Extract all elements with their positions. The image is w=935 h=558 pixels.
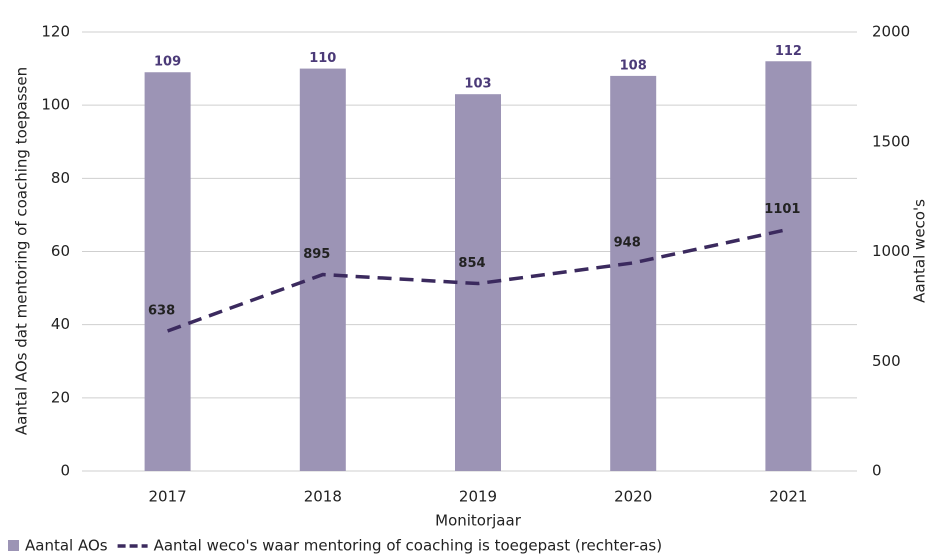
bar-value-label: 110 [309, 51, 336, 66]
bar-value-label: 112 [775, 44, 802, 59]
bar [610, 75, 657, 472]
bar-value-label: 109 [154, 55, 181, 70]
line-value-label: 1101 [764, 202, 800, 217]
legend-label: Aantal AOs [25, 537, 108, 555]
line [167, 227, 789, 333]
x-tick-label: 2020 [614, 488, 652, 506]
y2-axis-title: Aantal weco's [911, 199, 929, 303]
legend-label: Aantal weco's waar mentoring of coaching… [154, 537, 663, 555]
legend-swatch [8, 540, 19, 551]
y2-tick-label: 0 [872, 462, 882, 480]
y2-tick-label: 2000 [872, 23, 910, 41]
x-tick-label: 2021 [769, 488, 807, 506]
line-value-label: 638 [148, 303, 175, 318]
y-tick-label: 80 [51, 169, 70, 187]
y-tick-label: 40 [51, 315, 70, 333]
y-tick-label: 0 [60, 462, 70, 480]
bar [299, 68, 346, 471]
y2-tick-label: 500 [872, 352, 901, 370]
x-tick-label: 2017 [149, 488, 187, 506]
y-tick-label: 100 [41, 96, 70, 114]
x-tick-label: 2019 [459, 488, 497, 506]
y-tick-label: 120 [41, 23, 70, 41]
y-tick-label: 20 [51, 388, 70, 406]
x-tick-label: 2018 [304, 488, 342, 506]
bar [765, 61, 812, 472]
y2-tick-label: 1500 [872, 132, 910, 150]
x-axis-title: Monitorjaar [435, 512, 522, 530]
line-value-label: 895 [303, 247, 330, 262]
y-axis-title: Aantal AOs dat mentoring of coaching toe… [13, 67, 31, 435]
y-tick-label: 60 [51, 242, 70, 260]
bar-value-label: 103 [464, 77, 491, 92]
y2-tick-label: 1000 [872, 242, 910, 260]
line-value-label: 948 [614, 235, 641, 250]
line-value-label: 854 [458, 256, 485, 271]
bar [144, 72, 191, 471]
bar-value-label: 108 [620, 58, 647, 73]
